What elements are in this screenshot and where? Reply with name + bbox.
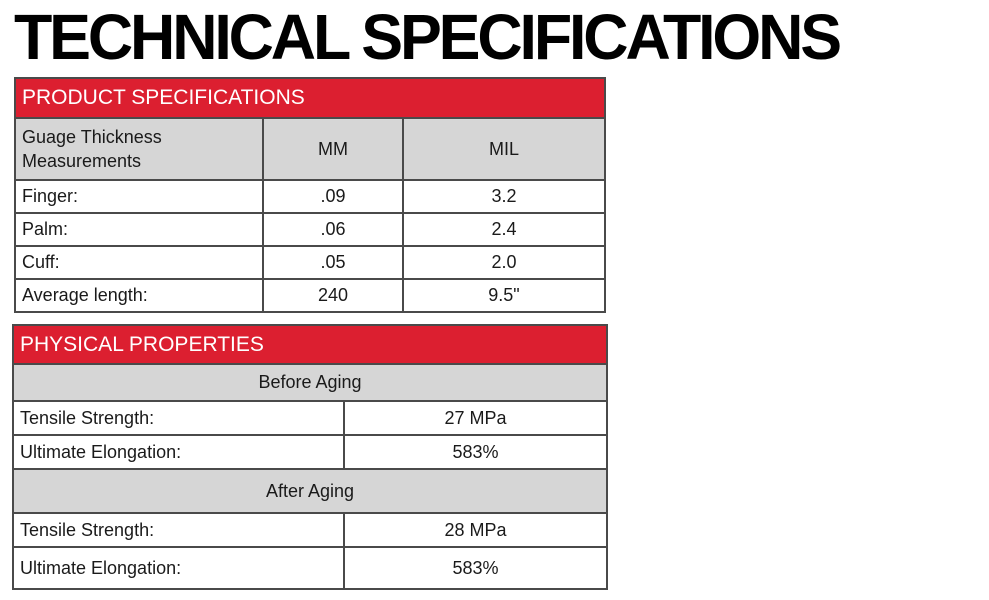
- row-value: 583%: [342, 546, 609, 590]
- section-header-row: PHYSICAL PROPERTIES: [11, 324, 609, 365]
- row-label: Tensile Strength:: [12, 512, 345, 548]
- table-row: Ultimate Elongation: 583%: [12, 546, 609, 590]
- gauge-header-line2: Measurements: [22, 151, 142, 171]
- row-label: Ultimate Elongation:: [12, 434, 345, 470]
- table-row: Finger: .09 3.2: [14, 179, 606, 214]
- gauge-header-line1: Guage Thickness: [22, 127, 162, 147]
- before-aging-label: Before Aging: [11, 363, 609, 402]
- after-aging-label: After Aging: [11, 468, 609, 514]
- table-row: Ultimate Elongation: 583%: [12, 434, 609, 470]
- row-label: Average length:: [14, 278, 264, 313]
- row-value: 27 MPa: [342, 400, 609, 436]
- row-value: 583%: [342, 434, 609, 470]
- gauge-header: Guage Thickness Measurements: [14, 117, 264, 181]
- table-row: Palm: .06 2.4: [14, 212, 606, 247]
- mm-value: .05: [262, 245, 404, 280]
- mil-value: 9.5": [402, 278, 606, 313]
- before-aging-row: Before Aging: [11, 363, 609, 402]
- row-label: Finger:: [14, 179, 264, 214]
- table-row: Average length: 240 9.5": [14, 278, 606, 313]
- row-label: Ultimate Elongation:: [12, 546, 345, 590]
- column-header-row: Guage Thickness Measurements MM MIL: [14, 117, 606, 181]
- product-specifications-table: PRODUCT SPECIFICATIONS Guage Thickness M…: [14, 77, 606, 313]
- row-label: Palm:: [14, 212, 264, 247]
- mm-header: MM: [262, 117, 404, 181]
- after-aging-row: After Aging: [11, 468, 609, 514]
- row-label: Tensile Strength:: [12, 400, 345, 436]
- row-label: Cuff:: [14, 245, 264, 280]
- physical-properties-table: PHYSICAL PROPERTIES Before Aging Tensile…: [11, 324, 609, 590]
- page-title: TECHNICAL SPECIFICATIONS: [14, 1, 842, 73]
- table-row: Tensile Strength: 27 MPa: [12, 400, 609, 436]
- mil-value: 3.2: [402, 179, 606, 214]
- mm-value: 240: [262, 278, 404, 313]
- table-row: Cuff: .05 2.0: [14, 245, 606, 280]
- table-row: Tensile Strength: 28 MPa: [12, 512, 609, 548]
- row-value: 28 MPa: [342, 512, 609, 548]
- section-header: PRODUCT SPECIFICATIONS: [14, 77, 606, 119]
- section-header: PHYSICAL PROPERTIES: [11, 324, 609, 365]
- mm-value: .09: [262, 179, 404, 214]
- mm-value: .06: [262, 212, 404, 247]
- mil-value: 2.0: [402, 245, 606, 280]
- section-header-row: PRODUCT SPECIFICATIONS: [14, 77, 606, 119]
- mil-value: 2.4: [402, 212, 606, 247]
- mil-header: MIL: [402, 117, 606, 181]
